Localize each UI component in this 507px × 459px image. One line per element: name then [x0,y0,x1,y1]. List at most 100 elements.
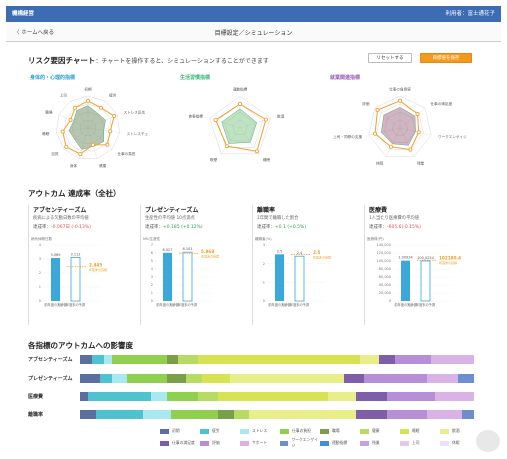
radar-handle[interactable] [238,101,243,106]
radar-handle[interactable] [112,114,117,119]
impact-segment[interactable] [103,355,112,364]
radar-chart-physical[interactable]: 初期疲労ストレス反応ストレスチェック仕事の負担健康 身体 自覚 睡眠 職場 上司 [28,82,148,174]
impact-segment[interactable] [198,392,218,401]
impact-bar-presenteeism[interactable] [80,374,474,383]
back-home-link[interactable]: 〈 ホームへ戻る [14,30,55,36]
impact-segment[interactable] [328,392,356,401]
impact-segment[interactable] [166,374,187,383]
impact-segment[interactable] [198,355,360,364]
radar-handle[interactable] [68,118,73,123]
kpi-x-label: 前年度の実績値 [44,302,67,307]
impact-segment[interactable] [395,355,431,364]
radar-handle[interactable] [90,142,95,147]
impact-segment[interactable] [426,374,459,383]
kpi-tick: 140,000 [377,243,391,247]
impact-segment[interactable] [127,374,167,383]
radar-handle[interactable] [78,152,83,157]
impact-segment[interactable] [458,374,474,383]
impact-segment[interactable] [233,410,250,419]
radar-handle[interactable] [254,149,259,154]
impact-segment[interactable] [426,410,463,419]
radar-handle[interactable] [98,105,103,110]
radar-handle[interactable] [86,98,91,103]
impact-segment[interactable] [80,392,88,401]
legend-swatch [200,428,209,434]
impact-segment[interactable] [87,392,151,401]
impact-bar-turnover[interactable] [80,410,474,419]
impact-title: 各指標のアウトカムへの影響度 [28,341,133,350]
impact-segment[interactable] [80,355,92,364]
impact-segment[interactable] [355,392,388,401]
impact-segment[interactable] [202,374,230,383]
save-target-button[interactable]: 目標値を保存 [420,53,472,63]
impact-segment[interactable] [229,374,344,383]
impact-segment[interactable] [355,410,388,419]
impact-segment[interactable] [166,355,179,364]
impact-segment[interactable] [111,374,128,383]
impact-segment[interactable] [170,410,218,419]
impact-segment[interactable] [249,410,356,419]
legend-label: 仕事の負担 [292,428,311,433]
impact-segment[interactable] [95,410,144,419]
radar-axis-label: 睡眠 [42,131,50,136]
radar-handle[interactable] [416,130,421,135]
impact-segment[interactable] [150,392,167,401]
radar-title-lifestyle: 生活習慣指標 [180,75,211,81]
impact-bar-medical-cost[interactable] [80,392,474,401]
kpi-desc: 疾病による欠勤日数の平均値 [33,216,89,221]
radar-handle[interactable] [388,144,393,149]
impact-segment[interactable] [434,392,474,401]
impact-segment[interactable] [343,374,364,383]
kpi-tick: 1 [263,281,265,285]
impact-segment[interactable] [387,410,427,419]
radar-handle[interactable] [375,108,380,113]
impact-segment[interactable] [166,392,199,401]
radar-target-line[interactable] [374,100,420,151]
radar-axis-label: 疲労 [109,93,117,98]
impact-segment[interactable] [359,355,380,364]
kpi-tick: 20,000 [379,291,391,295]
impact-bar-absenteeism[interactable] [80,355,474,364]
impact-segment[interactable] [379,355,396,364]
impact-segment[interactable] [387,392,435,401]
impact-segment[interactable] [111,355,167,364]
impact-segment[interactable] [91,355,104,364]
impact-segment[interactable] [143,410,171,419]
impact-segment[interactable] [80,374,100,383]
radar-target-line[interactable] [215,103,267,152]
impact-segment[interactable] [99,374,112,383]
impact-segment[interactable] [217,410,234,419]
impact-row-label: プレゼンティーズム [28,376,73,382]
radar-axis-label: 健康 [99,163,107,168]
radar-handle[interactable] [398,98,403,103]
impact-segment[interactable] [80,410,96,419]
radar-handle[interactable] [415,112,420,117]
radar-handle[interactable] [73,105,78,110]
legend-swatch [320,428,329,434]
impact-segment[interactable] [430,355,474,364]
radar-handle[interactable] [408,147,413,152]
radar-target-line[interactable] [62,100,115,155]
impact-segment[interactable] [363,374,427,383]
radar-handle[interactable] [105,142,110,147]
impact-segment[interactable] [217,392,329,401]
radar-handle[interactable] [64,144,69,149]
radar-handle[interactable] [263,117,268,122]
impact-segment[interactable] [178,355,199,364]
top-bar: 機構経営 利用者：富士通花子 [6,6,501,22]
radar-handle[interactable] [60,129,65,134]
kpi-bar-actual [401,260,410,301]
radar-handle[interactable] [373,131,378,136]
radar-handle[interactable] [224,144,229,149]
reset-button[interactable]: リセットする [368,53,412,63]
radar-handle[interactable] [213,118,218,123]
radar-axis-label: 身体 [70,163,78,168]
impact-segment[interactable] [186,374,203,383]
radar-handle[interactable] [108,129,113,134]
radar-axis-label: ストレス反応 [124,109,146,114]
legend-item: 仕事の負担 [280,428,320,434]
kpi-target-sub: 年度末の目標 [313,254,331,259]
impact-segment[interactable] [462,410,474,419]
